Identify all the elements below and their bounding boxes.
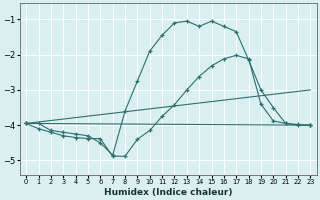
X-axis label: Humidex (Indice chaleur): Humidex (Indice chaleur) [104, 188, 233, 197]
